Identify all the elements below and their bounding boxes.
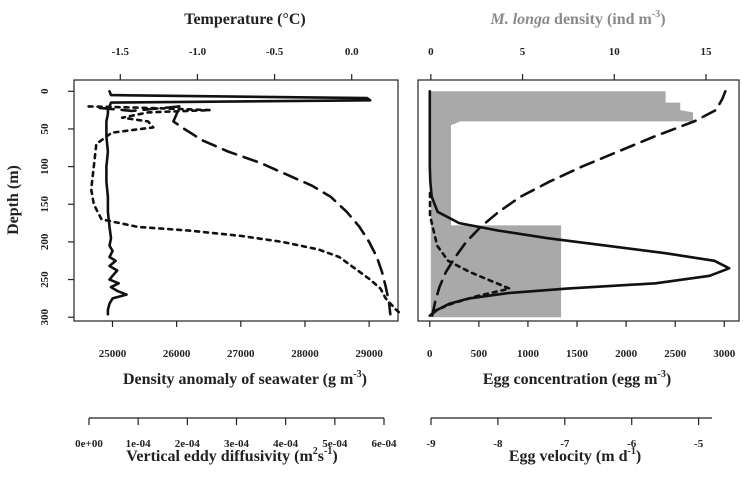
mlonga-axis-tick-label: 10 [609, 46, 621, 58]
egg-concentration-line [428, 90, 731, 317]
density-axis-title: Density anomaly of seawater (g m-3) [123, 369, 367, 388]
diffusivity-axis-tick-label: 2e-04 [175, 438, 201, 450]
right-panel-frame [417, 79, 740, 322]
mlonga-axis-title-end: ) [660, 11, 665, 28]
egg-velocity-axis-tick-label: -9 [426, 438, 436, 450]
diffusivity-axis-tick-label: 6e-04 [371, 438, 397, 450]
temperature-axis-tick-label: -0.5 [266, 46, 284, 58]
depth-tick-label: 100 [39, 158, 51, 175]
density-axis-tick-label: 29000 [355, 348, 383, 360]
mlonga-axis-title-main: density (ind m [550, 11, 652, 28]
egg-concentration-axis-tick-label: 500 [471, 348, 488, 360]
egg-velocity-axis-tick-label: -7 [560, 438, 570, 450]
egg-velocity-line [430, 90, 727, 317]
mlonga-axis-tick-label: 5 [520, 46, 526, 58]
mlonga-axis-title: M. longa density (ind m-3) [489, 9, 665, 28]
egg-velocity-axis-tick-label: -5 [694, 438, 704, 450]
diffusivity-axis-title-sup1: 2 [313, 446, 318, 457]
depth-tick-label: 200 [39, 233, 51, 250]
temperature-axis-tick-label: 0.0 [345, 46, 359, 58]
depth-tick-label: 150 [39, 196, 51, 213]
diffusivity-axis-title: Vertical eddy diffusivity (m2s-1) [126, 446, 337, 465]
diffusivity-axis-tick-label: 0e+00 [75, 438, 103, 450]
diffusivity-axis-tick-label: 5e-04 [322, 438, 348, 450]
diffusivity-axis-title-main: Vertical eddy diffusivity (m [126, 448, 313, 465]
egg-concentration-axis-tick-label: 0 [427, 348, 433, 360]
diffusivity-axis-tick-label: 1e-04 [126, 438, 152, 450]
depth-tick-label: 300 [39, 308, 51, 325]
egg-concentration-axis-tick-label: 1500 [566, 348, 589, 360]
egg-concentration-axis-tick-label: 2500 [664, 348, 687, 360]
diffusivity-axis-tick-label: 3e-04 [224, 438, 250, 450]
temperature-axis-title: Temperature (°C) [184, 11, 305, 28]
left-panel-frame [73, 79, 399, 322]
egg-velocity-axis-title-end: ) [636, 448, 641, 465]
density-axis-tick-label: 27000 [227, 348, 255, 360]
egg-velocity-axis-title-sup: -1 [627, 446, 635, 457]
mlonga-axis-tick-label: 15 [700, 46, 712, 58]
depth-tick-label: 50 [39, 123, 51, 135]
temperature-line [105, 90, 372, 316]
egg-concentration-axis-title: Egg concentration (egg m-3) [483, 369, 671, 388]
depth-tick-label: 0 [39, 88, 51, 94]
diffusivity-axis-title-sup2: -1 [324, 446, 332, 457]
egg-concentration-axis-tick-label: 1000 [517, 348, 540, 360]
density-axis-tick-label: 26000 [163, 348, 191, 360]
vertical-eddy-diffusivity-line [87, 105, 403, 316]
egg-concentration-axis-tick-label: 2000 [615, 348, 638, 360]
depth-axis-title: Depth (m) [5, 165, 22, 235]
egg-concentration-axis-title-main: Egg concentration (egg m [483, 371, 658, 388]
mlonga-density-area [430, 91, 694, 318]
temperature-axis-tick-label: -1.5 [112, 46, 130, 58]
egg-concentration-axis-title-sup: -3 [657, 369, 665, 380]
density-axis-title-sup: -3 [353, 369, 361, 380]
depth-tick-label: 250 [39, 271, 51, 288]
mlonga-axis-title-italic: M. longa [489, 11, 550, 28]
egg-velocity-axis-title-main: Egg velocity (m d [509, 448, 628, 465]
mlonga-axis-tick-label: 0 [428, 46, 434, 58]
egg-velocity-axis-tick-label: -6 [627, 438, 637, 450]
egg-velocity-axis-title: Egg velocity (m d-1) [509, 446, 641, 465]
density-axis-tick-label: 25000 [99, 348, 127, 360]
diffusivity-axis-title-mid: s [318, 448, 324, 465]
egg-concentration-axis-title-end: ) [666, 371, 671, 388]
egg-velocity-axis-tick-label: -8 [493, 438, 503, 450]
temperature-axis-tick-label: -1.0 [189, 46, 207, 58]
diffusivity-axis-tick-label: 4e-04 [273, 438, 299, 450]
egg-velocity-profile-dotted-line [428, 191, 511, 317]
density-axis-tick-label: 28000 [291, 348, 319, 360]
egg-concentration-axis-tick-label: 3000 [713, 348, 736, 360]
density-axis-title-main: Density anomaly of seawater (g m [123, 371, 354, 388]
density-axis-title-end: ) [362, 371, 367, 388]
density-anomaly-line [98, 105, 392, 316]
mlonga-axis-title-sup: -3 [652, 9, 660, 20]
diffusivity-axis-title-end: ) [332, 448, 337, 465]
